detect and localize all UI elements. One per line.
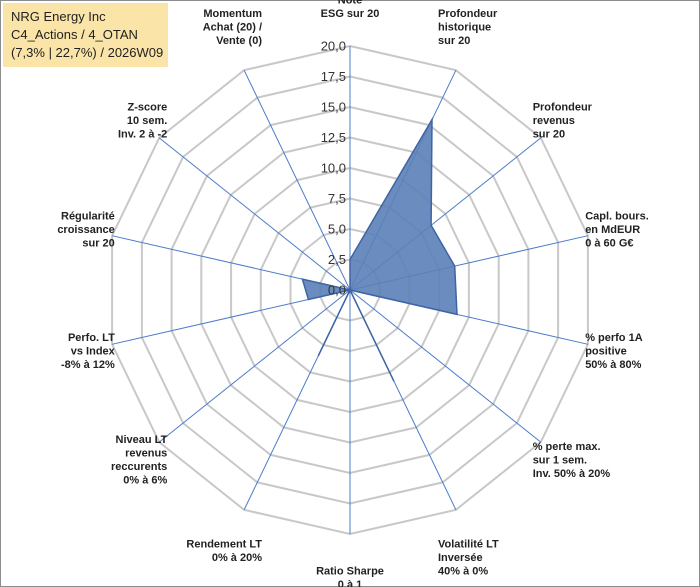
axis-label: 10 sem. xyxy=(127,115,167,127)
radial-tick-label: 0,0 xyxy=(328,283,346,298)
axis-label: Inv. 2 à -2 xyxy=(118,129,167,141)
company-name: NRG Energy Inc xyxy=(11,9,106,24)
performance-week: (7,3% | 22,7%) / 2026W09 xyxy=(11,45,164,60)
axis-label: -8% à 12% xyxy=(61,359,115,371)
axis-label: 50% à 80% xyxy=(585,359,641,371)
radial-tick-label: 5,0 xyxy=(328,222,346,237)
axis-label: Achat (20) / xyxy=(203,21,262,33)
portfolio-category: C4_Actions / 4_OTAN xyxy=(11,27,138,42)
axis-label: sur 1 sem. xyxy=(533,454,587,466)
axis-label: Capl. bours. xyxy=(585,211,649,223)
axis-label: Inversée xyxy=(438,552,483,564)
axis-label: Volatilité LT xyxy=(438,539,499,551)
axis-label: Profondeur xyxy=(438,8,498,20)
axis-label: Niveau LT xyxy=(116,434,168,446)
axis-label: Profondeur xyxy=(533,102,593,114)
axis-label: Régularité xyxy=(61,211,115,223)
radial-tick-label: 17,5 xyxy=(321,69,346,84)
axis-label: revenus xyxy=(533,115,575,127)
axis-label: Inv. 50% à 20% xyxy=(533,468,611,480)
radial-tick-label: 2,5 xyxy=(328,252,346,267)
axis-label: historique xyxy=(438,21,491,33)
axis-spoke xyxy=(349,289,542,443)
axis-label: Rendement LT xyxy=(186,539,262,551)
axis-label: % perte max. xyxy=(533,441,601,453)
radial-tick-label: 20,0 xyxy=(321,39,346,54)
axis-spoke xyxy=(243,69,351,291)
axis-label: Ratio Sharpe xyxy=(316,566,384,578)
axis-label: vs Index xyxy=(71,345,116,357)
axis-label: croissance xyxy=(57,224,114,236)
axis-label: Perfo. LT xyxy=(68,332,115,344)
chart-header-box: NRG Energy Inc C4_Actions / 4_OTAN (7,3%… xyxy=(3,3,168,67)
radial-tick-label: 10,0 xyxy=(321,161,346,176)
axis-spoke xyxy=(158,289,351,443)
axis-label: positive xyxy=(585,345,627,357)
axis-spoke xyxy=(158,137,351,291)
axis-label: ESG sur 20 xyxy=(321,8,380,20)
axis-label: Note xyxy=(338,0,362,7)
axis-label: 0 à 60 G€ xyxy=(585,238,633,250)
axis-label: Vente (0) xyxy=(216,35,262,47)
axis-label: Momentum xyxy=(203,8,262,20)
axis-label: 0% à 6% xyxy=(123,475,167,487)
axis-label: sur 20 xyxy=(438,35,470,47)
radial-tick-label: 7,5 xyxy=(328,191,346,206)
axis-label: reccurents xyxy=(111,461,167,473)
axis-label: en MdEUR xyxy=(585,224,640,236)
axis-label: Z-score xyxy=(128,102,168,114)
axis-label: 0 à 1 xyxy=(338,579,362,587)
axis-label: sur 20 xyxy=(82,238,114,250)
data-area xyxy=(301,116,458,382)
radial-tick-label: 12,5 xyxy=(321,130,346,145)
axis-label: % perfo 1A xyxy=(585,332,643,344)
axis-label: sur 20 xyxy=(533,129,565,141)
axis-label: 40% à 0% xyxy=(438,566,488,578)
axis-label: 0% à 20% xyxy=(212,552,262,564)
axis-label: revenus xyxy=(125,448,167,460)
radial-tick-label: 15,0 xyxy=(321,100,346,115)
